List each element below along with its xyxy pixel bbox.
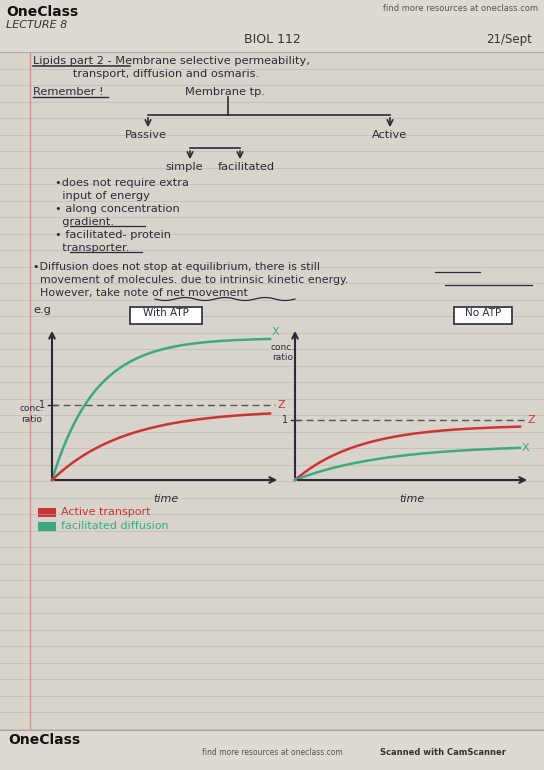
Text: facilitated: facilitated bbox=[218, 162, 275, 172]
Text: Z: Z bbox=[527, 415, 535, 425]
Text: Membrane tp.: Membrane tp. bbox=[185, 87, 265, 97]
Text: Active: Active bbox=[372, 130, 407, 140]
Text: No ATP: No ATP bbox=[465, 308, 501, 318]
Text: transport, diffusion and osmaris.: transport, diffusion and osmaris. bbox=[33, 69, 259, 79]
Text: Active transport: Active transport bbox=[61, 507, 151, 517]
Text: e.g: e.g bbox=[33, 305, 51, 315]
Text: facilitated diffusion: facilitated diffusion bbox=[61, 521, 169, 531]
Text: OneClass: OneClass bbox=[6, 5, 78, 19]
Text: Z: Z bbox=[277, 400, 285, 410]
Text: However, take note of net movement: However, take note of net movement bbox=[33, 288, 248, 298]
Text: 21/Sept: 21/Sept bbox=[486, 33, 532, 46]
Text: Lipids part 2 - Membrane selective permeability,: Lipids part 2 - Membrane selective perme… bbox=[33, 56, 310, 66]
Text: With ATP: With ATP bbox=[143, 308, 189, 318]
Text: X: X bbox=[272, 327, 280, 337]
Text: 1: 1 bbox=[282, 415, 288, 425]
Text: BIOL 112: BIOL 112 bbox=[244, 33, 300, 46]
Text: LECTURE 8: LECTURE 8 bbox=[6, 20, 67, 30]
Bar bbox=[0, 0, 544, 52]
Text: simple: simple bbox=[165, 162, 202, 172]
Text: X: X bbox=[522, 443, 530, 453]
Text: time: time bbox=[399, 494, 425, 504]
Text: • facilitated- protein: • facilitated- protein bbox=[55, 230, 171, 240]
Text: Scanned with CamScanner: Scanned with CamScanner bbox=[380, 748, 506, 757]
Text: •Diffusion does not stop at equilibrium, there is still: •Diffusion does not stop at equilibrium,… bbox=[33, 262, 320, 272]
Bar bbox=[130, 307, 202, 324]
Text: OneClass: OneClass bbox=[8, 733, 80, 747]
Text: movement of molecules. due to intrinsic kinetic energy.: movement of molecules. due to intrinsic … bbox=[33, 275, 348, 285]
Bar bbox=[454, 307, 512, 324]
Text: transporter.: transporter. bbox=[55, 243, 129, 253]
Text: Remember !: Remember ! bbox=[33, 87, 103, 97]
Text: •does not require extra: •does not require extra bbox=[55, 178, 189, 188]
Text: time: time bbox=[153, 494, 178, 504]
Text: gradient.: gradient. bbox=[55, 217, 114, 227]
Text: find more resources at oneclass.com: find more resources at oneclass.com bbox=[383, 4, 538, 13]
Text: 1: 1 bbox=[39, 400, 45, 410]
Text: conc.
ratio: conc. ratio bbox=[271, 343, 295, 363]
Text: input of energy: input of energy bbox=[55, 191, 150, 201]
Text: Passive: Passive bbox=[125, 130, 167, 140]
Bar bbox=[38, 508, 56, 517]
Text: • along concentration: • along concentration bbox=[55, 204, 180, 214]
Bar bbox=[0, 730, 544, 770]
Text: find more resources at oneclass.com: find more resources at oneclass.com bbox=[202, 748, 342, 757]
Bar bbox=[38, 522, 56, 531]
Text: conc.
ratio: conc. ratio bbox=[20, 404, 44, 424]
